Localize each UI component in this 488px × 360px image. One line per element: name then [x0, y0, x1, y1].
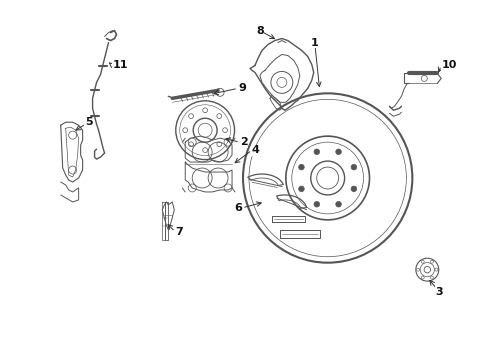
Text: 4: 4 — [251, 145, 259, 155]
Text: 3: 3 — [434, 287, 442, 297]
Text: 11: 11 — [112, 60, 128, 71]
Text: 8: 8 — [256, 26, 263, 36]
Text: 6: 6 — [234, 203, 242, 213]
Text: 5: 5 — [84, 117, 92, 127]
Text: 7: 7 — [175, 227, 183, 237]
Circle shape — [313, 149, 319, 154]
Text: 1: 1 — [310, 37, 318, 48]
Circle shape — [335, 149, 341, 154]
Circle shape — [350, 165, 356, 170]
Circle shape — [335, 202, 341, 207]
Circle shape — [313, 202, 319, 207]
Circle shape — [298, 186, 304, 192]
Text: 10: 10 — [440, 60, 456, 71]
Circle shape — [350, 186, 356, 192]
Text: 9: 9 — [238, 84, 245, 93]
Text: 2: 2 — [240, 137, 247, 147]
Circle shape — [298, 165, 304, 170]
